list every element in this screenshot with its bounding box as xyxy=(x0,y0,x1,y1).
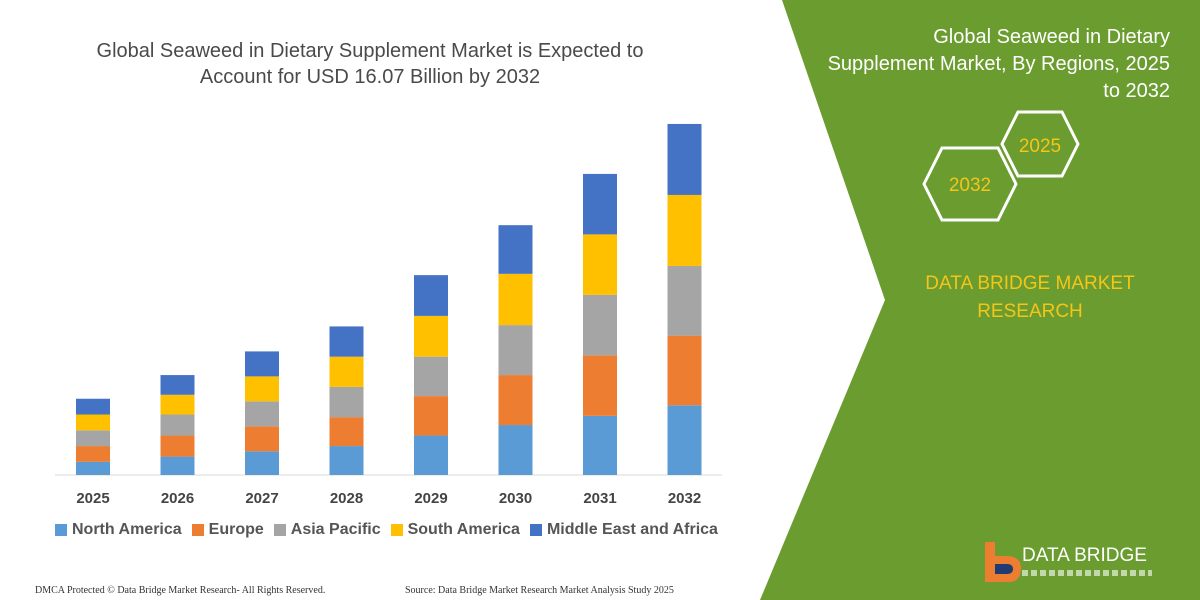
bar-2031-middle-east-and-africa xyxy=(583,173,617,235)
legend-label-asia-pacific: Asia Pacific xyxy=(290,521,381,538)
bar-2030-asia-pacific xyxy=(498,325,533,376)
legend-label-north-america: North America xyxy=(72,521,182,538)
chart-title-line-1: Global Seaweed in Dietary Supplement Mar… xyxy=(96,40,644,62)
legend-item-asia-pacific: Asia Pacific xyxy=(273,521,381,539)
legend-swatch-middle-east-and-africa xyxy=(529,524,542,536)
bar-2029-europe xyxy=(414,396,448,436)
bar-2026-asia-pacific xyxy=(160,414,195,436)
x-tick-label-2025: 2025 xyxy=(76,490,109,507)
chart-title: Global Seaweed in Dietary Supplement Mar… xyxy=(60,38,680,90)
bar-2028-middle-east-and-africa xyxy=(329,326,364,357)
year-hexagons: 2025 2032 xyxy=(922,110,1080,222)
hexagon-2032 xyxy=(922,146,1018,222)
legend-label-south-america: South America xyxy=(407,521,520,538)
hexagon-2032-label: 2032 xyxy=(949,175,991,196)
legend-swatch-asia-pacific xyxy=(273,524,286,536)
bar-2027-middle-east-and-africa xyxy=(245,351,279,377)
bar-2029-asia-pacific xyxy=(414,356,448,397)
panel-title-line-1: Global Seaweed in Dietary xyxy=(933,26,1170,48)
logo-text: DATA BRIDGE xyxy=(1022,545,1147,566)
bar-2030-europe xyxy=(498,375,533,426)
legend-swatch-north-america xyxy=(55,524,67,536)
bar-2032-middle-east-and-africa xyxy=(667,123,702,195)
x-tick-label-2027: 2027 xyxy=(245,490,278,507)
bar-2025-north-america xyxy=(76,461,110,475)
x-tick-label-2029: 2029 xyxy=(414,490,447,507)
panel-title: Global Seaweed in Dietary Supplement Mar… xyxy=(800,24,1170,105)
bar-2025-asia-pacific xyxy=(76,430,110,447)
bar-2031-asia-pacific xyxy=(583,294,617,356)
logo-tagline-decoration xyxy=(1022,570,1152,576)
bar-2030-south-america xyxy=(498,273,533,326)
bar-2027-south-america xyxy=(245,376,279,402)
data-bridge-logo-icon xyxy=(985,542,1021,582)
footer-source: Source: Data Bridge Market Research Mark… xyxy=(405,585,674,596)
legend-swatch-south-america xyxy=(390,524,403,536)
legend-item-south-america: South America xyxy=(390,521,520,539)
legend-label-europe: Europe xyxy=(208,521,264,538)
bar-2028-south-america xyxy=(329,356,364,387)
bar-2032-europe xyxy=(667,335,702,406)
footer-copyright: DMCA Protected © Data Bridge Market Rese… xyxy=(35,585,326,596)
bar-2031-south-america xyxy=(583,234,617,295)
bar-2029-south-america xyxy=(414,315,448,357)
x-tick-label-2028: 2028 xyxy=(330,490,363,507)
bar-2028-asia-pacific xyxy=(329,386,364,418)
hexagon-2025 xyxy=(1000,110,1080,178)
bar-2028-europe xyxy=(329,417,364,447)
bar-2031-north-america xyxy=(583,415,617,475)
bar-2026-europe xyxy=(160,435,195,457)
bar-2027-north-america xyxy=(245,451,279,475)
legend-item-middle-east-and-africa: Middle East and Africa xyxy=(529,521,718,539)
legend-item-north-america: North America xyxy=(55,521,182,539)
bar-2031-europe xyxy=(583,355,617,416)
x-tick-label-2032: 2032 xyxy=(668,490,701,507)
bar-2025-middle-east-and-africa xyxy=(76,398,110,415)
legend-swatch-europe xyxy=(191,524,204,536)
chart-legend: North America Europe Asia Pacific South Ame… xyxy=(55,521,728,539)
bar-2026-south-america xyxy=(160,394,195,415)
bar-2032-north-america xyxy=(667,405,702,475)
bar-2026-north-america xyxy=(160,456,195,475)
x-tick-label-2030: 2030 xyxy=(499,490,532,507)
x-tick-label-2031: 2031 xyxy=(583,490,616,507)
bar-2032-south-america xyxy=(667,194,702,266)
legend-item-europe: Europe xyxy=(191,521,264,539)
bar-2030-middle-east-and-africa xyxy=(498,225,533,274)
bar-2027-asia-pacific xyxy=(245,401,279,427)
brand-name-line-2: RESEARCH xyxy=(977,301,1083,322)
bar-2029-north-america xyxy=(414,435,448,475)
bar-2032-asia-pacific xyxy=(667,265,702,336)
stacked-bar-chart: 2025 2026 2027 2028 2029 2030 2031 2032 xyxy=(55,123,722,507)
bar-2028-north-america xyxy=(329,446,364,475)
bar-2030-north-america xyxy=(498,425,533,475)
x-tick-label-2026: 2026 xyxy=(161,490,194,507)
legend-label-middle-east-and-africa: Middle East and Africa xyxy=(546,521,718,538)
bar-2026-middle-east-and-africa xyxy=(160,375,195,395)
brand-name: DATA BRIDGE MARKET RESEARCH xyxy=(900,270,1160,326)
bar-2029-middle-east-and-africa xyxy=(414,275,448,316)
brand-name-line-1: DATA BRIDGE MARKET xyxy=(925,273,1135,294)
panel-title-line-3: to 2032 xyxy=(1103,80,1170,102)
bar-2025-south-america xyxy=(76,414,110,431)
hexagon-2025-label: 2025 xyxy=(1019,136,1061,157)
chart-title-line-2: Account for USD 16.07 Billion by 2032 xyxy=(199,66,541,88)
bar-2027-europe xyxy=(245,426,279,452)
panel-title-line-2: Supplement Market, By Regions, 2025 xyxy=(827,53,1170,75)
bar-2025-europe xyxy=(76,446,110,462)
